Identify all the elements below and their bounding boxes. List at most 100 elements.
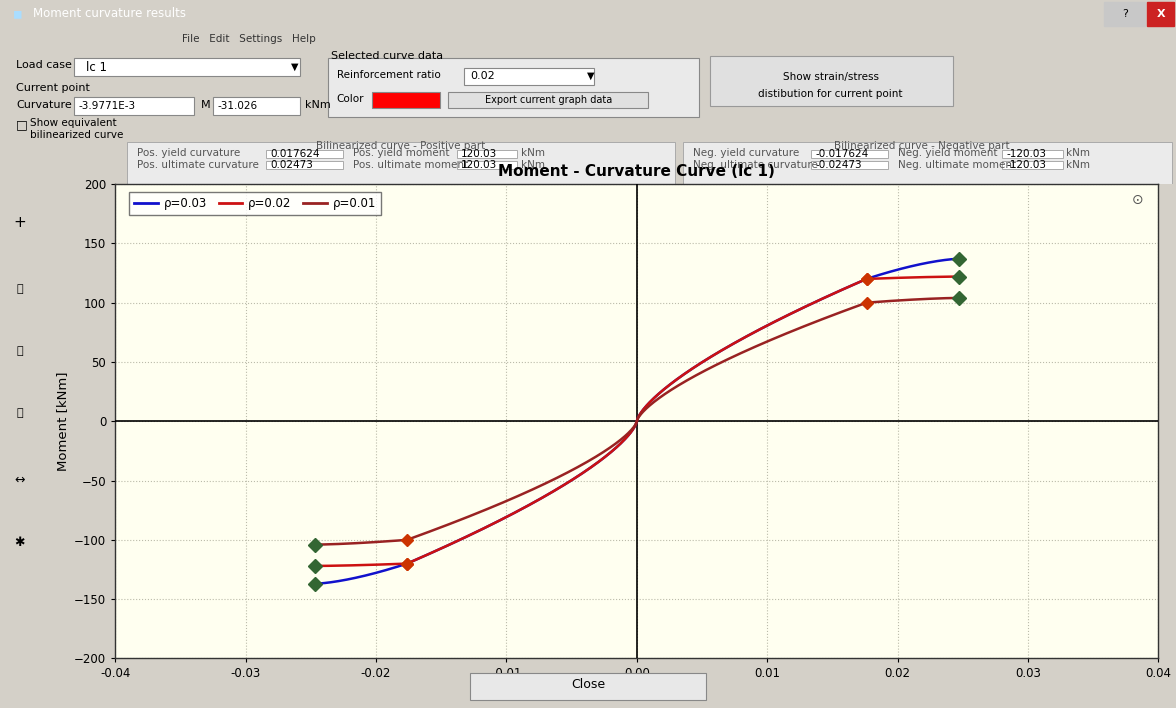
ρ=0.01 [786, 326, 800, 335]
Text: Color: Color [336, 94, 365, 104]
FancyBboxPatch shape [266, 150, 343, 158]
ρ=0.03 [346, 574, 360, 583]
Text: Pos. ultimate moment: Pos. ultimate moment [353, 159, 468, 169]
ρ=0.02 [686, 364, 700, 372]
Text: kNm: kNm [521, 159, 544, 169]
ρ=0.01 [346, 539, 360, 547]
Text: Pos. ultimate curvature: Pos. ultimate curvature [136, 159, 259, 169]
Bar [1147, 2, 1174, 26]
FancyBboxPatch shape [213, 96, 300, 115]
Text: Reinforcement ratio: Reinforcement ratio [336, 70, 441, 80]
Text: 120.03: 120.03 [461, 149, 497, 159]
Text: Export current graph data: Export current graph data [485, 95, 612, 105]
Text: kNm: kNm [1065, 159, 1090, 169]
FancyBboxPatch shape [1002, 150, 1063, 158]
FancyBboxPatch shape [683, 142, 1171, 183]
ρ=0.02 [786, 309, 800, 317]
ρ=0.02 [374, 560, 388, 569]
Text: +: + [13, 215, 26, 230]
Y-axis label: Moment [kNm]: Moment [kNm] [55, 372, 68, 471]
ρ=0.03 [374, 567, 388, 576]
Text: File   Edit   Settings   Help: File Edit Settings Help [182, 34, 316, 44]
ρ=0.03 [308, 579, 322, 588]
FancyBboxPatch shape [372, 92, 441, 108]
Text: ▼: ▼ [290, 62, 299, 72]
Text: 0.02: 0.02 [470, 72, 495, 81]
Text: bilinearized curve: bilinearized curve [29, 130, 123, 140]
Text: 120.03: 120.03 [461, 160, 497, 170]
Text: Show equivalent: Show equivalent [29, 118, 116, 128]
Text: -0.017624: -0.017624 [816, 149, 869, 159]
FancyBboxPatch shape [448, 92, 648, 108]
ρ=0.01 [308, 540, 322, 549]
Text: distibution for current point: distibution for current point [759, 88, 903, 98]
Text: Pos. yield moment: Pos. yield moment [353, 149, 449, 159]
Bar [1104, 2, 1145, 26]
Text: Selected curve data: Selected curve data [332, 51, 443, 61]
Text: M: M [201, 100, 211, 110]
Text: kNm: kNm [521, 149, 544, 159]
FancyBboxPatch shape [74, 96, 194, 115]
Text: -31.026: -31.026 [218, 101, 258, 110]
Text: ↔: ↔ [14, 474, 25, 487]
ρ=0.02 [950, 273, 964, 281]
Text: 0.017624: 0.017624 [270, 149, 320, 159]
ρ=0.02 [308, 561, 322, 570]
FancyBboxPatch shape [456, 161, 517, 169]
Text: ✱: ✱ [14, 536, 25, 549]
ρ=0.01 [686, 373, 700, 382]
Legend: ρ=0.03, ρ=0.02, ρ=0.01: ρ=0.03, ρ=0.02, ρ=0.01 [129, 193, 381, 215]
Text: Current point: Current point [16, 84, 89, 93]
Text: Neg. ultimate curvature: Neg. ultimate curvature [693, 159, 817, 169]
Text: lc 1: lc 1 [86, 61, 107, 74]
Text: kNm: kNm [1065, 149, 1090, 159]
Text: ■: ■ [14, 7, 21, 20]
Text: Load case: Load case [16, 60, 72, 70]
Text: Neg. yield curvature: Neg. yield curvature [693, 149, 799, 159]
FancyBboxPatch shape [328, 58, 700, 117]
ρ=0.01 [951, 294, 965, 302]
Text: -120.03: -120.03 [1005, 149, 1045, 159]
FancyBboxPatch shape [1002, 161, 1063, 169]
Text: Moment curvature results: Moment curvature results [33, 7, 186, 20]
Text: Show strain/stress: Show strain/stress [783, 72, 878, 82]
Text: X: X [1156, 8, 1165, 18]
Title: Moment - Curvature Curve (lc 1): Moment - Curvature Curve (lc 1) [499, 164, 775, 178]
ρ=0.03 [786, 309, 800, 317]
Text: Curvature: Curvature [16, 100, 72, 110]
ρ=0.01 [445, 519, 459, 527]
ρ=0.03 [686, 364, 700, 372]
ρ=0.02 [445, 539, 459, 548]
Line: ρ=0.02: ρ=0.02 [315, 277, 958, 566]
ρ=0.03 [950, 255, 964, 263]
Text: -120.03: -120.03 [1005, 160, 1045, 170]
Text: Pos. yield curvature: Pos. yield curvature [136, 149, 240, 159]
X-axis label: Curvature: Curvature [603, 686, 670, 699]
ρ=0.03 [445, 539, 459, 548]
Text: Neg. yield moment: Neg. yield moment [898, 149, 997, 159]
FancyBboxPatch shape [465, 68, 594, 84]
FancyBboxPatch shape [710, 56, 953, 105]
ρ=0.01 [950, 294, 964, 302]
Text: kNm: kNm [305, 100, 330, 110]
ρ=0.03 [951, 255, 965, 263]
ρ=0.02 [346, 561, 360, 569]
Text: □: □ [16, 118, 28, 132]
FancyBboxPatch shape [266, 161, 343, 169]
ρ=0.01 [374, 537, 388, 546]
Text: ▼: ▼ [587, 72, 594, 81]
Line: ρ=0.03: ρ=0.03 [315, 259, 958, 583]
ρ=0.02 [951, 273, 965, 281]
Text: 🔍: 🔍 [16, 346, 22, 356]
Text: 🔍: 🔍 [16, 409, 22, 418]
Line: ρ=0.01: ρ=0.01 [315, 298, 958, 544]
Text: ⊙: ⊙ [1132, 193, 1144, 207]
Text: Close: Close [570, 678, 606, 692]
Text: ?: ? [1123, 8, 1128, 18]
Text: 0.02473: 0.02473 [270, 160, 313, 170]
FancyBboxPatch shape [811, 161, 888, 169]
FancyBboxPatch shape [811, 150, 888, 158]
FancyBboxPatch shape [456, 150, 517, 158]
Text: -0.02473: -0.02473 [816, 160, 862, 170]
FancyBboxPatch shape [74, 58, 300, 76]
